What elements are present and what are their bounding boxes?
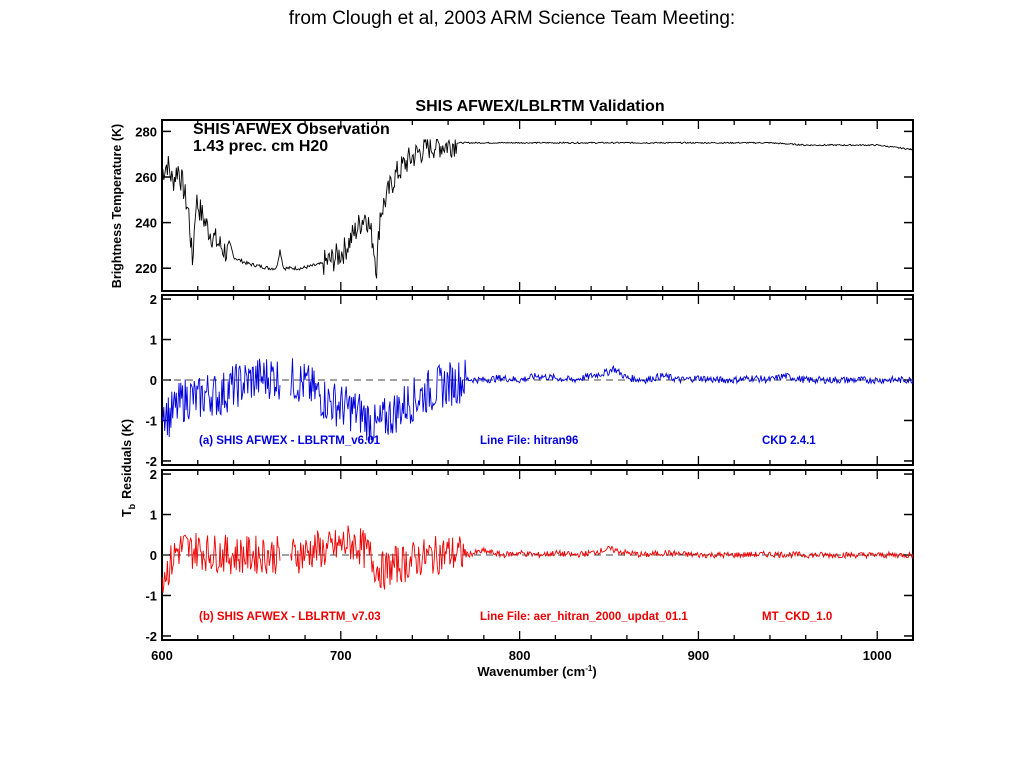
y-tick-label: 0 [150,373,157,388]
x-tick-label: 800 [509,648,531,663]
y-tick-label: 280 [135,124,157,139]
residual-b-line-file: Line File: aer_hitran_2000_updat_01.1 [480,611,688,623]
residuals-ylabel: Tb Residuals (K) [120,419,137,517]
observation-annotation-line1: SHIS AFWEX Observation [193,121,390,138]
residuals-ylabel-sub: b [127,503,137,509]
observation-annotation-line2: 1.43 prec. cm H20 [193,138,328,155]
y-tick-label: 1 [150,508,157,523]
y-tick-label: -1 [145,413,157,428]
y-tick-label: -2 [145,629,157,644]
x-axis-label: Wavenumber (cm-1) [477,664,596,679]
series-line [161,358,914,442]
x-axis-label-sup: -1 [585,664,593,673]
x-tick-label: 700 [330,648,352,663]
series-line [161,138,914,279]
residuals-ylabel-t: T [120,509,134,517]
panel-observation-frame [161,119,914,292]
y-tick-label: 2 [150,467,157,482]
y-tick-label: 260 [135,170,157,185]
figure-title: SHIS AFWEX/LBLRTM Validation [415,98,664,115]
x-axis-label-close: ) [592,664,596,679]
x-tick-label: 1000 [863,648,892,663]
y-tick-label: -1 [145,588,157,603]
residual-b-label: (b) SHIS AFWEX - LBLRTM_v7.03 [199,611,381,623]
residual-a-ckd: CKD 2.4.1 [762,435,816,447]
x-axis-label-main: Wavenumber (cm [477,664,585,679]
slide-caption: from Clough et al, 2003 ARM Science Team… [288,8,736,29]
y-tick-label: 1 [150,333,157,348]
y-tick-label: 0 [150,548,157,563]
y-tick-label: 240 [135,216,157,231]
observation-ylabel: Brightness Temperature (K) [110,124,124,288]
y-tick-label: 2 [150,292,157,307]
residual-b-ckd: MT_CKD_1.0 [762,611,832,623]
y-tick-label: -2 [145,454,157,469]
residual-a-label: (a) SHIS AFWEX - LBLRTM_v6.01 [199,435,381,447]
series-line [161,525,914,594]
residuals-ylabel-text: Residuals (K) [120,419,134,499]
x-tick-label: 900 [688,648,710,663]
x-tick-label: 600 [151,648,173,663]
y-tick-label: 220 [135,261,157,276]
residual-a-line-file: Line File: hitran96 [480,435,578,447]
